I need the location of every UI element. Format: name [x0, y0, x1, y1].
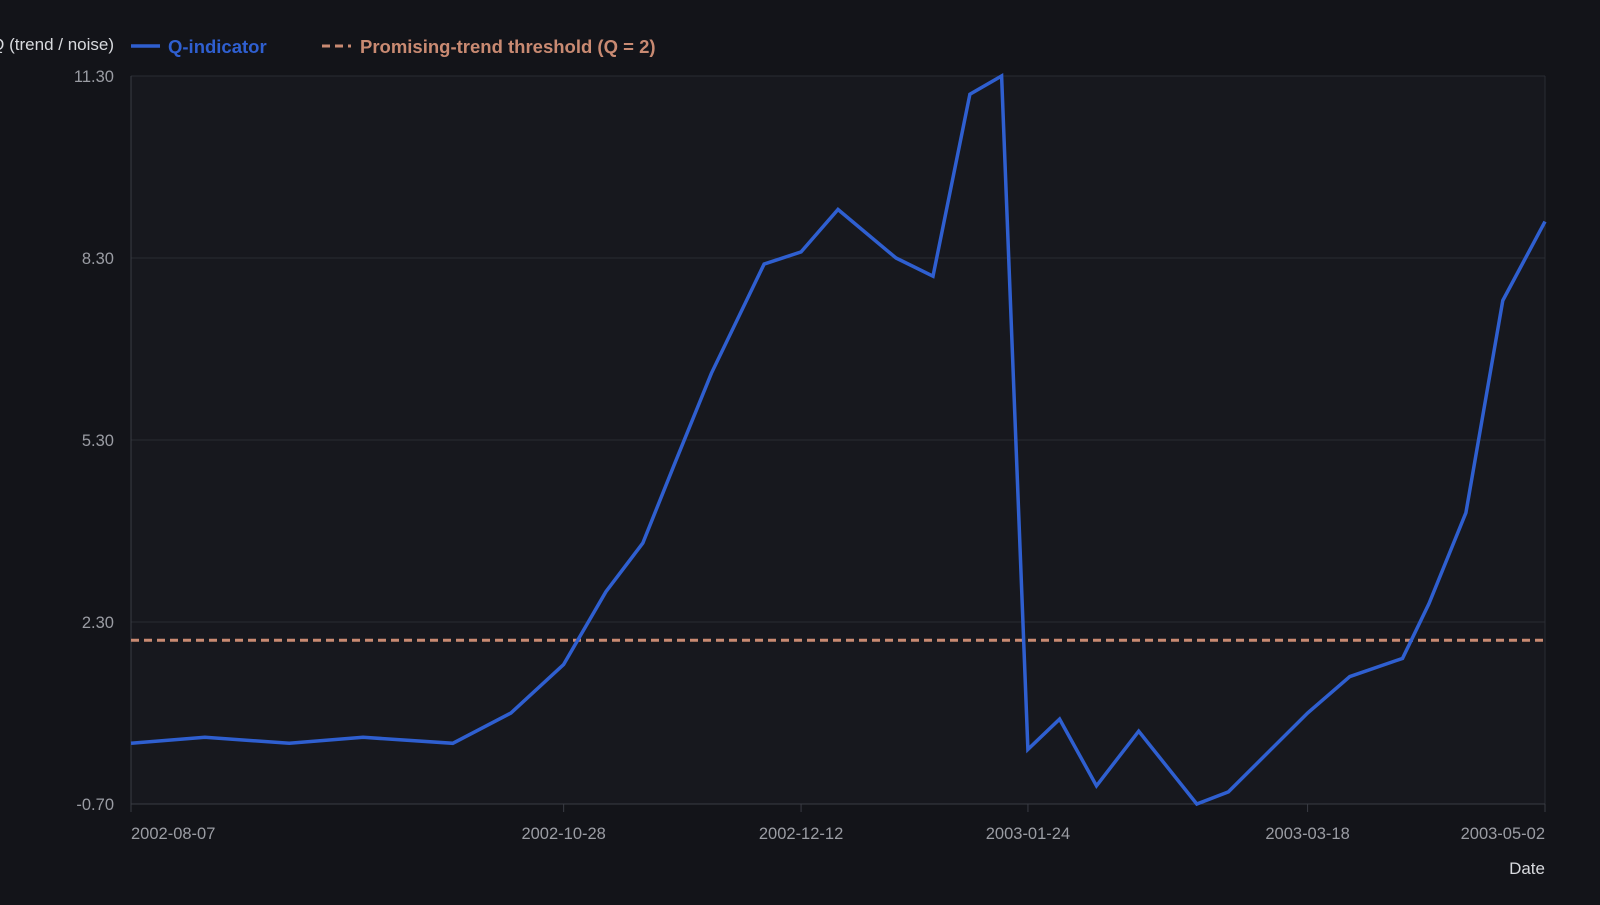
x-tick-label: 2002-12-12 — [759, 825, 843, 843]
series-layer — [130, 73, 1547, 807]
x-tick-label: 2002-10-28 — [521, 825, 605, 843]
y-tick-label: 2.30 — [82, 614, 114, 632]
y-tick-label: 11.30 — [74, 68, 114, 86]
y-tick-label: 8.30 — [82, 250, 114, 268]
legend-label-threshold: Promising-trend threshold (Q = 2) — [360, 36, 656, 57]
legend: Q-indicator Promising-trend threshold (Q… — [131, 36, 656, 57]
legend-label-q-indicator: Q-indicator — [168, 36, 267, 57]
x-axis-title: Date — [1509, 859, 1545, 878]
x-tick-label: 2003-05-02 — [1461, 825, 1545, 843]
y-tick-label: 5.30 — [82, 432, 114, 450]
x-tick-label: 2003-01-24 — [986, 825, 1070, 843]
y-tick-label: -0.70 — [76, 796, 114, 814]
series-line-q-indicator — [130, 73, 1547, 807]
axes: -0.70 2.30 5.30 8.30 11.30 2002-08-07 2002-10-… — [74, 68, 1546, 843]
x-tick-label: 2003-03-18 — [1265, 825, 1349, 843]
y-axis-title: Q (trend / noise) — [0, 35, 114, 54]
x-tick-label: 2002-08-07 — [131, 825, 215, 843]
